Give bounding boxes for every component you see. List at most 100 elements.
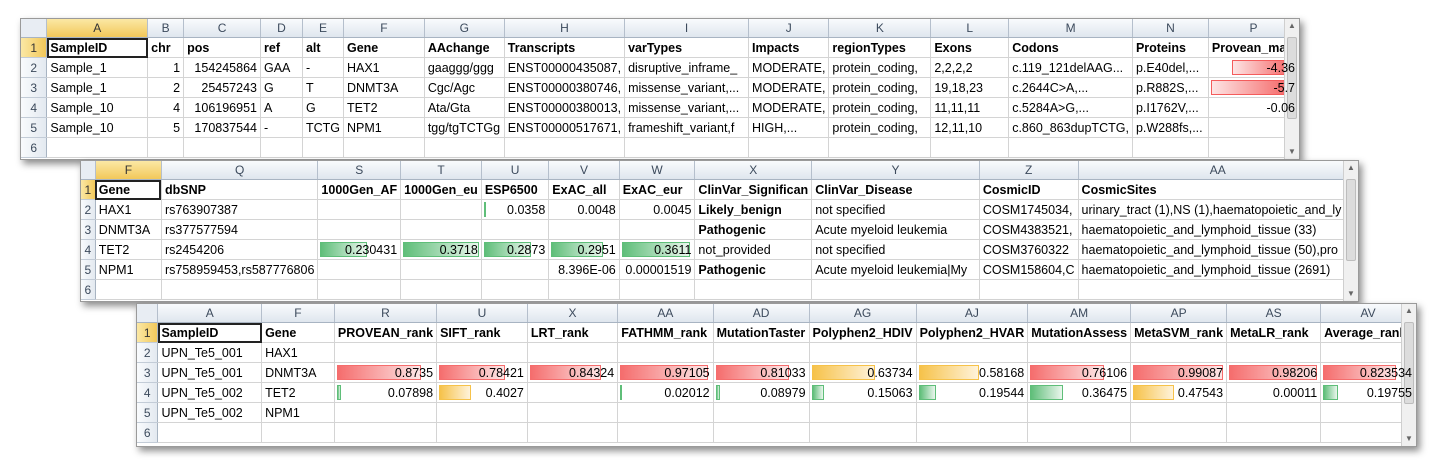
- data-cell[interactable]: [1130, 402, 1228, 423]
- column-header[interactable]: Q: [161, 161, 319, 180]
- vertical-scrollbar[interactable]: ▲ ▼: [1401, 304, 1416, 446]
- column-header[interactable]: Y: [811, 161, 980, 180]
- data-cell[interactable]: not specified: [811, 239, 980, 260]
- data-cell[interactable]: 170837544: [183, 117, 261, 138]
- data-cell[interactable]: NPM1: [343, 117, 425, 138]
- data-cell[interactable]: [1226, 342, 1322, 363]
- column-header[interactable]: K: [828, 19, 932, 38]
- data-cell[interactable]: [1027, 422, 1132, 443]
- column-header[interactable]: Z: [979, 161, 1079, 180]
- column-header[interactable]: AS: [1226, 304, 1322, 323]
- header-cell[interactable]: Average_rank: [1320, 322, 1416, 343]
- data-cell[interactable]: 0.0048: [548, 199, 620, 220]
- data-cell[interactable]: Cgc/Agc: [424, 77, 505, 98]
- data-cell[interactable]: [481, 259, 550, 280]
- data-cell[interactable]: [617, 422, 714, 443]
- select-all-corner[interactable]: [137, 304, 159, 323]
- data-cell[interactable]: c.119_121delAAG...: [1008, 57, 1133, 78]
- data-cell[interactable]: p.E40del,...: [1132, 57, 1209, 78]
- data-cell[interactable]: HAX1: [261, 342, 335, 363]
- data-cell[interactable]: [713, 402, 810, 423]
- header-cell[interactable]: ExAC_all: [548, 179, 620, 200]
- data-cell[interactable]: 0.8735: [334, 362, 438, 383]
- data-cell[interactable]: [1130, 422, 1228, 443]
- row-header[interactable]: 2: [137, 342, 159, 363]
- data-cell[interactable]: [1008, 137, 1133, 158]
- data-cell[interactable]: Sample_1: [46, 77, 149, 98]
- header-cell[interactable]: SampleID: [46, 37, 149, 58]
- column-header[interactable]: U: [436, 304, 528, 323]
- data-cell[interactable]: -: [302, 57, 344, 78]
- data-cell[interactable]: 0.3718: [400, 239, 482, 260]
- header-cell[interactable]: ESP6500: [481, 179, 550, 200]
- data-cell[interactable]: gaaggg/ggg: [424, 57, 505, 78]
- data-cell[interactable]: p.W288fs,...: [1132, 117, 1209, 138]
- column-header[interactable]: A: [46, 19, 149, 38]
- data-cell[interactable]: 0.99087: [1130, 362, 1228, 383]
- data-cell[interactable]: [619, 279, 696, 300]
- data-cell[interactable]: [400, 279, 482, 300]
- column-header[interactable]: N: [1132, 19, 1209, 38]
- data-cell[interactable]: [916, 342, 1029, 363]
- data-cell[interactable]: c.2644C>A,...: [1008, 77, 1133, 98]
- header-cell[interactable]: FATHMM_rank: [617, 322, 714, 343]
- data-cell[interactable]: HAX1: [95, 199, 162, 220]
- data-cell[interactable]: [481, 279, 550, 300]
- data-cell[interactable]: -5.7: [1208, 77, 1299, 98]
- row-header[interactable]: 6: [21, 137, 48, 158]
- data-cell[interactable]: 19,18,23: [930, 77, 1010, 98]
- data-cell[interactable]: protein_coding,: [828, 97, 932, 118]
- data-cell[interactable]: [161, 279, 319, 300]
- data-cell[interactable]: A: [260, 97, 303, 118]
- data-cell[interactable]: [1130, 342, 1228, 363]
- row-header[interactable]: 5: [81, 259, 96, 280]
- row-header[interactable]: 1: [137, 322, 159, 343]
- header-cell[interactable]: Codons: [1008, 37, 1133, 58]
- data-cell[interactable]: TET2: [343, 97, 425, 118]
- header-cell[interactable]: ExAC_eur: [619, 179, 696, 200]
- data-cell[interactable]: Acute myeloid leukemia: [811, 219, 980, 240]
- header-cell[interactable]: alt: [302, 37, 344, 58]
- data-cell[interactable]: 0.00001519: [619, 259, 696, 280]
- data-cell[interactable]: 0.84324: [527, 362, 619, 383]
- column-header[interactable]: AA: [1078, 161, 1358, 180]
- header-cell[interactable]: PROVEAN_rank: [334, 322, 438, 343]
- row-header[interactable]: 4: [137, 382, 159, 403]
- data-cell[interactable]: Sample_10: [46, 97, 149, 118]
- data-cell[interactable]: 25457243: [183, 77, 261, 98]
- row-header[interactable]: 6: [81, 279, 96, 300]
- data-cell[interactable]: 0.36475: [1027, 382, 1132, 403]
- data-cell[interactable]: 0.2873: [481, 239, 550, 260]
- data-cell[interactable]: 0.19544: [916, 382, 1029, 403]
- data-cell[interactable]: 8.396E-06: [548, 259, 620, 280]
- row-header[interactable]: 5: [21, 117, 48, 138]
- data-cell[interactable]: 0.3611: [619, 239, 696, 260]
- data-cell[interactable]: NPM1: [95, 259, 162, 280]
- data-cell[interactable]: 0.19755: [1320, 382, 1416, 403]
- data-cell[interactable]: [809, 402, 917, 423]
- column-header[interactable]: J: [748, 19, 830, 38]
- data-cell[interactable]: TET2: [95, 239, 162, 260]
- header-cell[interactable]: MetaSVM_rank: [1130, 322, 1228, 343]
- data-cell[interactable]: p.I1762V,...: [1132, 97, 1209, 118]
- data-cell[interactable]: 0.4027: [436, 382, 528, 403]
- data-cell[interactable]: 0.230431: [317, 239, 402, 260]
- data-cell[interactable]: rs377577594: [161, 219, 319, 240]
- data-cell[interactable]: protein_coding,: [828, 57, 932, 78]
- data-cell[interactable]: [916, 422, 1029, 443]
- column-header[interactable]: V: [548, 161, 620, 180]
- data-cell[interactable]: -: [260, 117, 303, 138]
- header-cell[interactable]: regionTypes: [828, 37, 932, 58]
- data-cell[interactable]: [809, 422, 917, 443]
- data-cell[interactable]: MODERATE,: [748, 77, 830, 98]
- data-cell[interactable]: haematopoietic_and_lymphoid_tissue (50),…: [1078, 239, 1358, 260]
- data-cell[interactable]: GAA: [260, 57, 303, 78]
- data-cell[interactable]: frameshift_variant,f: [624, 117, 750, 138]
- header-cell[interactable]: Transcripts: [504, 37, 626, 58]
- data-cell[interactable]: HIGH,...: [748, 117, 830, 138]
- data-cell[interactable]: 0.63734: [809, 362, 917, 383]
- data-cell[interactable]: [979, 279, 1079, 300]
- data-cell[interactable]: ENST00000435087,: [504, 57, 626, 78]
- data-cell[interactable]: COSM158604,C: [979, 259, 1079, 280]
- data-cell[interactable]: not_provided: [694, 239, 813, 260]
